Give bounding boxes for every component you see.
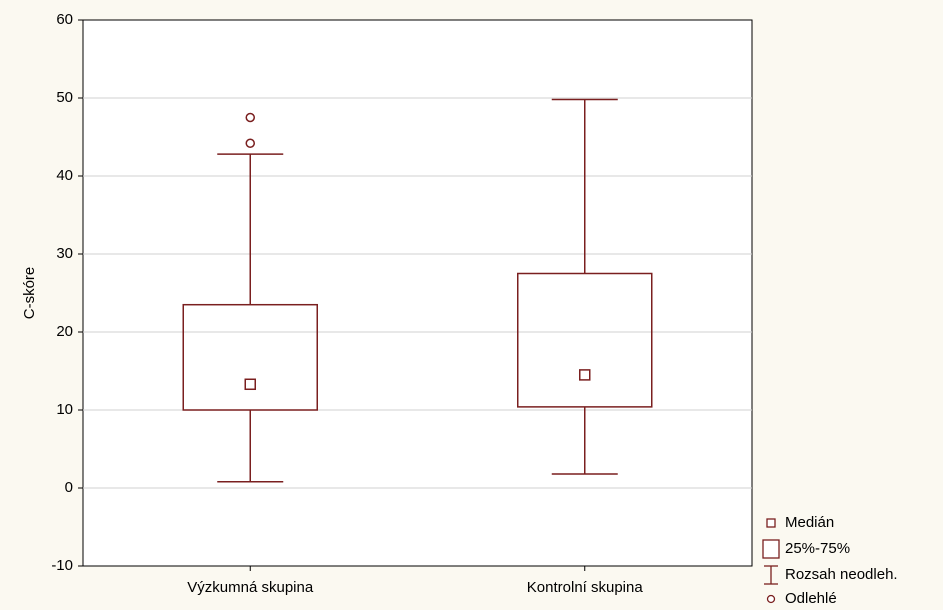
legend-symbol bbox=[762, 539, 780, 559]
legend-label: 25%-75% bbox=[785, 540, 850, 557]
y-tick-label: 50 bbox=[56, 89, 73, 106]
outlier bbox=[245, 138, 255, 148]
box bbox=[517, 272, 653, 408]
outlier bbox=[245, 112, 255, 123]
y-tick-label: 20 bbox=[56, 323, 73, 340]
y-tick-label: 30 bbox=[56, 245, 73, 262]
y-tick-label: 40 bbox=[56, 167, 73, 184]
y-tick-label: 60 bbox=[56, 11, 73, 28]
box bbox=[182, 303, 318, 411]
x-tick-label: Výzkumná skupina bbox=[187, 579, 314, 596]
legend-label: Odlehlé bbox=[785, 590, 837, 607]
y-tick-label: 10 bbox=[56, 401, 73, 418]
plot-area bbox=[82, 19, 753, 567]
y-tick-label: 0 bbox=[65, 479, 73, 496]
x-tick-label: Kontrolní skupina bbox=[527, 579, 644, 596]
legend-symbol bbox=[766, 518, 776, 528]
legend-label: Medián bbox=[785, 514, 834, 531]
median-marker bbox=[244, 378, 256, 391]
legend-symbol bbox=[766, 594, 776, 604]
legend-label: Rozsah neodleh. bbox=[785, 566, 898, 583]
median-marker bbox=[579, 369, 591, 381]
y-axis-label: C-skóre bbox=[21, 267, 38, 320]
y-tick-label: -10 bbox=[51, 557, 73, 574]
